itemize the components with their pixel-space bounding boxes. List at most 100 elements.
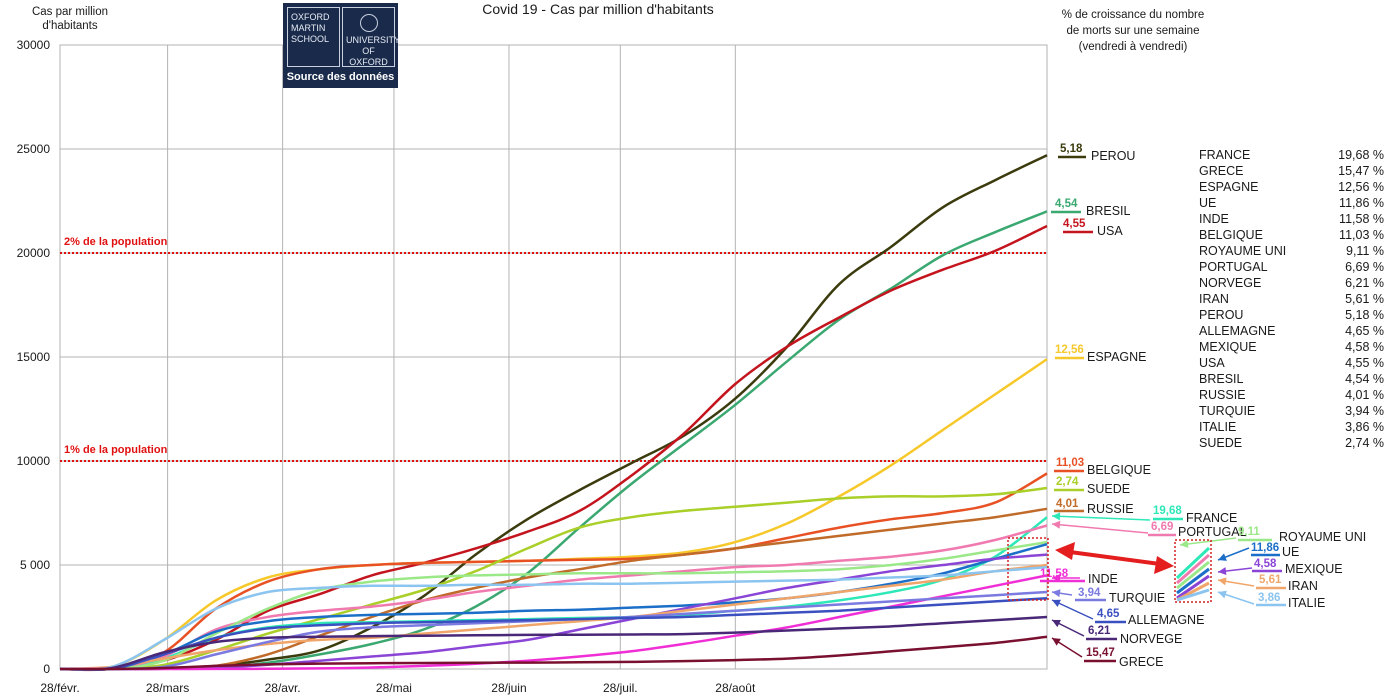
zoom-line-royaume-uni xyxy=(1176,560,1210,590)
y-axis-label-line: Cas par million xyxy=(32,6,108,18)
growth-value-allemagne: 4,65 xyxy=(1097,608,1120,620)
series-label-mexique: MEXIQUE xyxy=(1285,562,1343,576)
growth-table-country: ITALIE xyxy=(1199,420,1236,434)
university-of-oxford-logo: UNIVERSITY OF OXFORD xyxy=(342,7,400,67)
label-arrowhead-norvege xyxy=(1052,620,1061,628)
growth-table-value: 5,18 % xyxy=(1345,308,1384,322)
zoom-line-mexique xyxy=(1176,574,1210,600)
y-tick-label: 5 000 xyxy=(20,558,50,572)
label-arrowhead-italie xyxy=(1218,590,1227,599)
growth-value-bresil: 4,54 xyxy=(1055,198,1078,210)
label-arrowhead-inde xyxy=(1052,574,1060,582)
zoom-line-portugal xyxy=(1176,553,1210,585)
series-label-perou: PEROU xyxy=(1091,149,1135,163)
growth-table-value: 11,58 % xyxy=(1339,212,1384,226)
x-tick-label: 28/févr. xyxy=(40,681,79,695)
growth-value-suede: 2,74 xyxy=(1056,476,1079,488)
growth-value-belgique: 11,03 xyxy=(1056,457,1084,469)
growth-value-norvege: 6,21 xyxy=(1088,625,1111,637)
gridlines xyxy=(59,45,1047,669)
growth-table-country: INDE xyxy=(1199,212,1229,226)
label-arrowhead-royaume-uni xyxy=(1180,540,1189,548)
series-label-espagne: ESPAGNE xyxy=(1087,350,1147,364)
series-lines xyxy=(59,154,1048,672)
zoom-line-france xyxy=(1175,546,1211,580)
growth-table-country: ESPAGNE xyxy=(1199,180,1259,194)
x-tick-label: 28/juin xyxy=(491,681,526,695)
y-tick-label: 0 xyxy=(43,662,50,676)
series-line-portugal xyxy=(59,524,1048,672)
chart-title: Covid 19 - Cas par million d'habitants xyxy=(482,1,713,17)
growth-table-country: ROYAUME UNI xyxy=(1199,244,1286,258)
series-label-bresil: BRESIL xyxy=(1086,204,1131,218)
growth-value-royaume-uni: 9,11 xyxy=(1238,526,1260,538)
growth-table-country: FRANCE xyxy=(1199,148,1250,162)
growth-table-value: 11,03 % xyxy=(1339,228,1384,242)
growth-value-inde: 11,58 xyxy=(1040,568,1069,580)
zoom-detail-lines xyxy=(1175,546,1211,602)
series-label-usa: USA xyxy=(1097,224,1123,238)
y-axis-label: Cas par million d'habitants xyxy=(32,6,108,32)
zoom-arrow xyxy=(1055,542,1174,574)
growth-table-country: UE xyxy=(1199,196,1216,210)
x-tick-label: 28/avr. xyxy=(265,681,301,695)
y-tick-label: 25000 xyxy=(17,142,51,156)
growth-value-turquie: 3,94 xyxy=(1078,587,1101,599)
data-source-caption: Source des données xyxy=(286,71,395,83)
label-arrowhead-iran xyxy=(1218,577,1227,586)
series-label-russie: RUSSIE xyxy=(1087,502,1134,516)
growth-table-country: GRECE xyxy=(1199,164,1243,178)
series-label-turquie: TURQUIE xyxy=(1109,591,1165,605)
growth-table-country: TURQUIE xyxy=(1199,404,1255,418)
growth-value-france: 19,68 xyxy=(1153,505,1182,517)
growth-table-country: RUSSIE xyxy=(1199,388,1246,402)
label-arrowhead-mexique xyxy=(1218,567,1227,576)
series-label-france: FRANCE xyxy=(1186,511,1237,525)
growth-table-title-line: de morts sur une semaine xyxy=(1067,25,1200,37)
growth-table-value: 4,54 % xyxy=(1345,372,1384,386)
growth-value-mexique: 4,58 xyxy=(1254,558,1277,570)
growth-value-iran: 5,61 xyxy=(1259,574,1282,586)
y-tick-label: 15000 xyxy=(17,350,51,364)
growth-value-espagne: 12,56 xyxy=(1055,344,1084,356)
growth-value-grece: 15,47 xyxy=(1086,647,1115,659)
x-tick-label: 28/juil. xyxy=(603,681,638,695)
growth-table-value: 5,61 % xyxy=(1345,292,1384,306)
series-line-italie xyxy=(59,565,1048,671)
growth-table-value: 19,68 % xyxy=(1338,148,1384,162)
growth-table-value: 4,65 % xyxy=(1345,324,1384,338)
growth-table-value: 9,11 % xyxy=(1346,244,1384,258)
growth-table-value: 6,21 % xyxy=(1345,276,1384,290)
series-label-royaume-uni: ROYAUME UNI xyxy=(1279,530,1366,544)
x-tick-label: 28/mai xyxy=(376,681,412,695)
growth-table-country: IRAN xyxy=(1199,292,1229,306)
zoom-box-target xyxy=(1174,539,1212,603)
series-line-france xyxy=(59,516,1048,671)
zoom-line-italie xyxy=(1176,588,1210,602)
growth-table-value: 11,86 % xyxy=(1339,196,1384,210)
growth-table-value: 3,86 % xyxy=(1345,420,1384,434)
growth-table-country: SUEDE xyxy=(1199,436,1242,450)
growth-table-value: 6,69 % xyxy=(1345,260,1384,274)
growth-table-value: 4,58 % xyxy=(1345,340,1384,354)
y-tick-label: 10000 xyxy=(17,454,51,468)
reference-line-label: 2% de la population xyxy=(64,236,168,248)
label-arrow-france xyxy=(1051,515,1151,521)
growth-table-country: PEROU xyxy=(1199,308,1243,322)
growth-table-value: 3,94 % xyxy=(1345,404,1384,418)
series-label-allemagne: ALLEMAGNE xyxy=(1128,613,1204,627)
growth-table: FRANCE 19,68 % GRECE 15,47 % ESPAGNE 12,56 % U… xyxy=(1199,148,1384,450)
growth-value-ue: 11,86 xyxy=(1251,542,1279,554)
x-tick-label: 28/mars xyxy=(146,681,189,695)
growth-table-country: ALLEMAGNE xyxy=(1199,324,1275,338)
growth-value-italie: 3,86 xyxy=(1258,592,1280,604)
label-arrowhead-turquie xyxy=(1052,589,1061,598)
growth-table-country: PORTUGAL xyxy=(1199,260,1268,274)
x-tick-labels: 28/févr. 28/mars 28/avr. 28/mai 28/juin 28/ju… xyxy=(40,681,756,695)
label-arrowhead-grece xyxy=(1052,638,1061,646)
zoom-line-ue xyxy=(1176,567,1210,595)
series-label-inde: INDE xyxy=(1088,572,1118,586)
label-arrowhead-france xyxy=(1052,512,1061,521)
